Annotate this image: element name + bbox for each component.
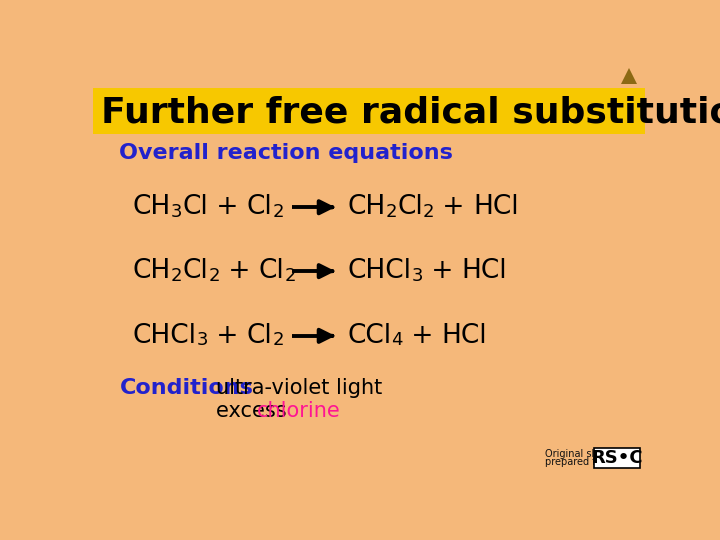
Text: +: + [208, 194, 247, 220]
Text: +: + [403, 323, 441, 349]
Text: ultra-violet light: ultra-violet light [215, 378, 382, 398]
Text: Cl: Cl [247, 323, 273, 349]
Text: prepared for the: prepared for the [545, 457, 625, 467]
Text: 3: 3 [411, 267, 423, 285]
FancyBboxPatch shape [93, 88, 645, 134]
Text: 2: 2 [171, 267, 182, 285]
Text: +: + [434, 194, 473, 220]
Text: HCl: HCl [441, 323, 487, 349]
Text: excess: excess [215, 401, 293, 421]
Text: HCl: HCl [473, 194, 518, 220]
Text: Cl: Cl [182, 194, 208, 220]
Text: RS•C: RS•C [591, 449, 643, 467]
Text: Original slide: Original slide [545, 449, 609, 458]
Text: CH: CH [132, 258, 171, 284]
Text: Cl: Cl [182, 258, 208, 284]
Text: Cl: Cl [397, 194, 423, 220]
Text: 2: 2 [423, 203, 434, 221]
Text: 2: 2 [208, 267, 220, 285]
Text: Overall reaction equations: Overall reaction equations [120, 143, 454, 163]
Text: +: + [220, 258, 258, 284]
Text: 3: 3 [197, 332, 208, 349]
Text: CH: CH [347, 194, 385, 220]
Text: +: + [208, 323, 247, 349]
Text: CCl: CCl [347, 323, 392, 349]
Text: 3: 3 [171, 203, 182, 221]
Text: 2: 2 [273, 332, 284, 349]
Text: Cl: Cl [247, 194, 273, 220]
Text: Conditions: Conditions [120, 378, 253, 398]
Text: Further free radical substitutions: Further free radical substitutions [101, 96, 720, 130]
Text: CHCl: CHCl [347, 258, 411, 284]
Text: 2: 2 [273, 203, 284, 221]
Text: 2: 2 [385, 203, 397, 221]
FancyBboxPatch shape [594, 448, 640, 468]
Text: 2: 2 [284, 267, 296, 285]
Text: CH: CH [132, 194, 171, 220]
Text: CHCl: CHCl [132, 323, 197, 349]
Text: HCl: HCl [462, 258, 507, 284]
Text: chlorine: chlorine [256, 401, 341, 421]
Text: 4: 4 [392, 332, 403, 349]
Text: Cl: Cl [258, 258, 284, 284]
Text: +: + [423, 258, 462, 284]
